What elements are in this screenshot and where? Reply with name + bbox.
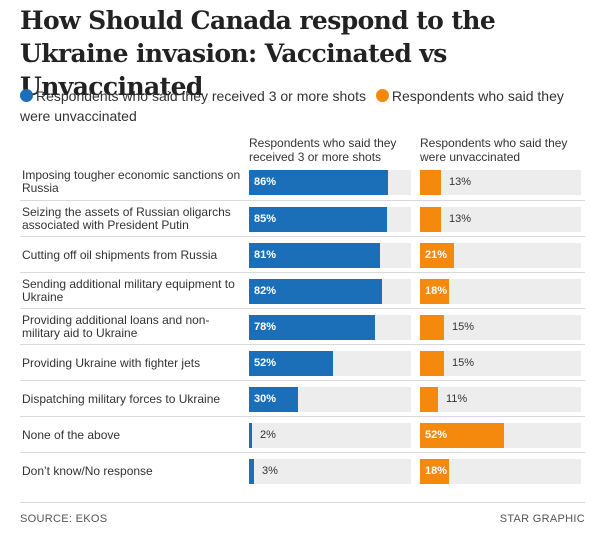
data-label-unvaccinated: 52% [425,429,448,441]
data-label-vaccinated: 2% [260,429,276,441]
legend-label-vaccinated: Respondents who said they received 3 or … [36,88,366,104]
bar-vaccinated [249,207,387,232]
bar-unvaccinated [420,351,444,376]
bar-track-vaccinated: 85% [249,207,411,232]
category-label: Imposing tougher economic sanctions on R… [22,168,241,195]
bar-track-vaccinated: 78% [249,315,411,340]
legend-swatch-unvaccinated [375,89,389,102]
bar-track-unvaccinated: 11% [420,387,581,412]
legend-swatch-vaccinated [20,89,33,102]
source-note: SOURCE: EKOS [20,513,108,525]
category-label: Sending additional military equipment to… [22,277,235,304]
category-label: None of the above [22,427,121,442]
category-label: Providing Ukraine with fighter jets [22,355,201,370]
category-label: Don’t know/No response [22,463,153,478]
bar-unvaccinated [420,423,504,448]
bar-track-unvaccinated: 18% [420,279,581,304]
bar-track-vaccinated: 52% [249,351,411,376]
bar-vaccinated [249,351,333,376]
data-label-unvaccinated: 15% [452,357,475,369]
credit-note: STAR GRAPHIC [499,513,585,525]
bar-track-vaccinated: 81% [249,243,411,268]
bar-track-unvaccinated: 21% [420,243,581,268]
bar-track-unvaccinated: 15% [420,315,581,340]
bar-track-vaccinated: 86% [249,170,411,195]
category-label: Cutting off oil shipments from Russia [22,247,218,262]
bar-vaccinated [249,279,382,304]
legend: Respondents who said they received 3 or … [20,86,590,126]
legend-item-vaccinated: Respondents who said they received 3 or … [20,88,366,104]
bar-track-unvaccinated: 15% [420,351,581,376]
data-label-unvaccinated: 18% [425,285,448,297]
bar-vaccinated [249,170,388,195]
bar-track-unvaccinated: 13% [420,170,581,195]
legend-item-unvaccinated: Respondents who said they were unvaccina… [20,88,564,124]
bar-track-vaccinated: 2% [249,423,411,448]
column-header-unvaccinated: Respondents who said they were unvaccina… [420,136,568,164]
data-label-vaccinated: 82% [254,285,277,297]
data-label-vaccinated: 78% [254,321,277,333]
category-label: Providing additional loans and non-milit… [22,313,210,340]
bar-vaccinated [249,387,298,412]
chart-row: None of the above 2% 52% [20,416,585,452]
data-label-vaccinated: 86% [254,176,277,188]
legend-label-unvaccinated: Respondents who said they were unvaccina… [20,88,564,124]
data-label-unvaccinated: 15% [452,321,475,333]
chart-row: Seizing the assets of Russian oligarchs … [20,200,585,236]
bar-unvaccinated [420,170,441,195]
chart-row: Imposing tougher economic sanctions on R… [20,164,585,200]
chart-footer: SOURCE: EKOS STAR GRAPHIC [20,502,585,525]
data-label-unvaccinated: 13% [449,176,472,188]
bar-unvaccinated [420,207,441,232]
data-label-vaccinated: 3% [262,465,278,477]
data-label-unvaccinated: 21% [425,249,448,261]
bar-track-unvaccinated: 13% [420,207,581,232]
bar-vaccinated [249,315,375,340]
bar-track-vaccinated: 82% [249,279,411,304]
bar-track-unvaccinated: 18% [420,459,581,484]
category-label: Seizing the assets of Russian oligarchs … [22,205,231,232]
bar-unvaccinated [420,315,444,340]
bar-track-unvaccinated: 52% [420,423,581,448]
chart-row: Sending additional military equipment to… [20,272,585,308]
data-label-vaccinated: 30% [254,393,277,405]
bar-track-vaccinated: 3% [249,459,411,484]
data-label-unvaccinated: 11% [446,393,468,405]
chart-row: Dispatching military forces to Ukraine 30… [20,380,585,416]
chart-title: How Should Canada respond to the Ukraine… [20,6,496,101]
data-label-unvaccinated: 13% [449,213,472,225]
chart-rows: Imposing tougher economic sanctions on R… [20,164,585,488]
bar-vaccinated [249,423,252,448]
data-label-vaccinated: 52% [254,357,277,369]
data-label-vaccinated: 81% [254,249,277,261]
chart-row: Don’t know/No response 3% 18% [20,452,585,488]
data-label-vaccinated: 85% [254,213,277,225]
bar-vaccinated [249,243,380,268]
bar-track-vaccinated: 30% [249,387,411,412]
category-label: Dispatching military forces to Ukraine [22,391,221,406]
bar-unvaccinated [420,279,449,304]
bar-unvaccinated [420,459,449,484]
bar-unvaccinated [420,243,454,268]
column-header-vaccinated: Respondents who said they received 3 or … [249,136,397,164]
bar-vaccinated [249,459,254,484]
data-label-unvaccinated: 18% [425,465,448,477]
chart-row: Providing additional loans and non-milit… [20,308,585,344]
chart-row: Cutting off oil shipments from Russia 81%… [20,236,585,272]
chart-row: Providing Ukraine with fighter jets 52% 15… [20,344,585,380]
bar-unvaccinated [420,387,438,412]
